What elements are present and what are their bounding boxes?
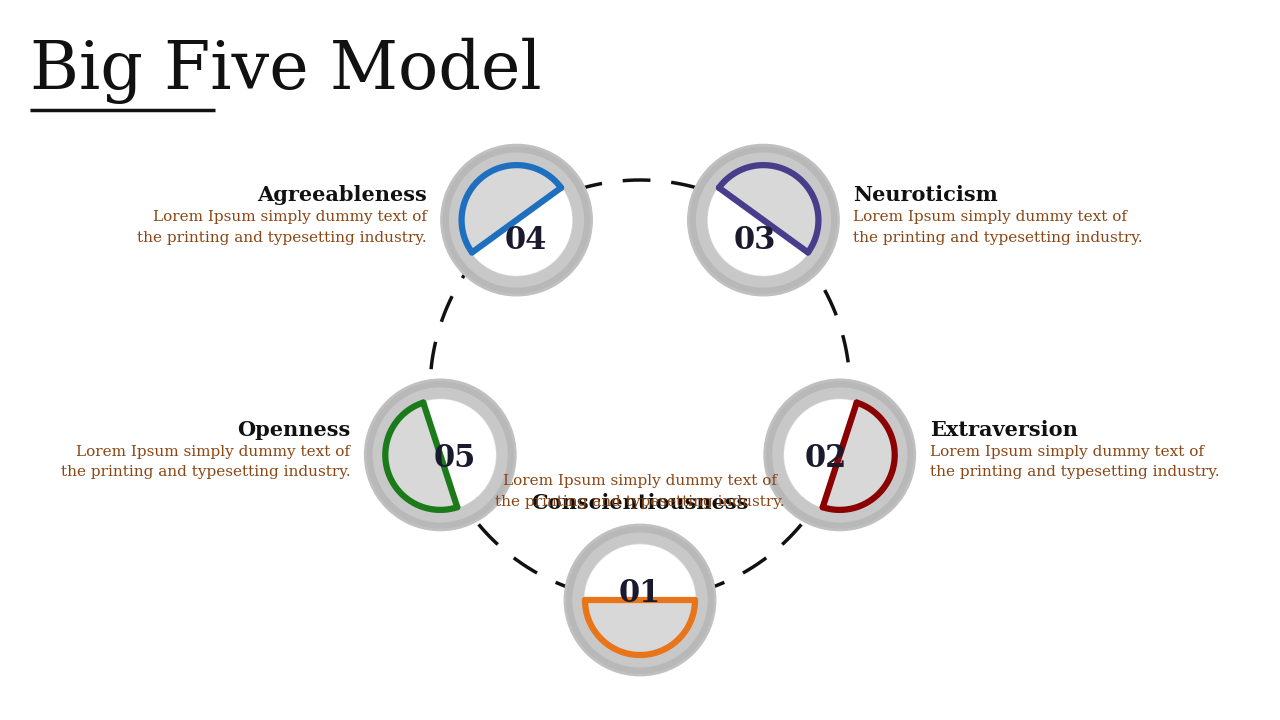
Text: Lorem Ipsum simply dummy text of
the printing and typesetting industry.: Lorem Ipsum simply dummy text of the pri…: [929, 445, 1220, 480]
Wedge shape: [823, 405, 892, 508]
Wedge shape: [588, 600, 692, 653]
Text: Lorem Ipsum simply dummy text of
the printing and typesetting industry.: Lorem Ipsum simply dummy text of the pri…: [137, 210, 426, 245]
Circle shape: [564, 525, 716, 675]
Circle shape: [764, 380, 915, 530]
Circle shape: [365, 380, 516, 530]
Circle shape: [708, 165, 818, 275]
Circle shape: [579, 538, 701, 662]
Text: 05: 05: [434, 443, 476, 474]
Wedge shape: [721, 167, 817, 251]
Circle shape: [701, 158, 826, 282]
Circle shape: [785, 400, 895, 510]
Circle shape: [689, 145, 838, 295]
Text: Openness: Openness: [237, 420, 351, 440]
Text: Conscientiousness: Conscientiousness: [531, 493, 749, 513]
Wedge shape: [388, 405, 457, 508]
Text: 04: 04: [504, 225, 547, 256]
Circle shape: [778, 393, 901, 517]
Text: 01: 01: [618, 577, 662, 608]
Text: Lorem Ipsum simply dummy text of
the printing and typesetting industry.: Lorem Ipsum simply dummy text of the pri…: [854, 210, 1143, 245]
Text: 03: 03: [733, 225, 776, 256]
Text: Neuroticism: Neuroticism: [854, 185, 998, 205]
Text: Lorem Ipsum simply dummy text of
the printing and typesetting industry.: Lorem Ipsum simply dummy text of the pri…: [495, 474, 785, 509]
Circle shape: [379, 393, 502, 517]
Text: Lorem Ipsum simply dummy text of
the printing and typesetting industry.: Lorem Ipsum simply dummy text of the pri…: [60, 445, 351, 480]
Wedge shape: [463, 167, 559, 251]
Text: 02: 02: [804, 443, 846, 474]
Circle shape: [442, 145, 591, 295]
Circle shape: [385, 400, 495, 510]
Text: Big Five Model: Big Five Model: [29, 38, 541, 104]
Text: Agreeableness: Agreeableness: [257, 185, 426, 205]
Text: Extraversion: Extraversion: [929, 420, 1078, 440]
Circle shape: [462, 165, 572, 275]
Circle shape: [454, 158, 579, 282]
Circle shape: [585, 545, 695, 655]
